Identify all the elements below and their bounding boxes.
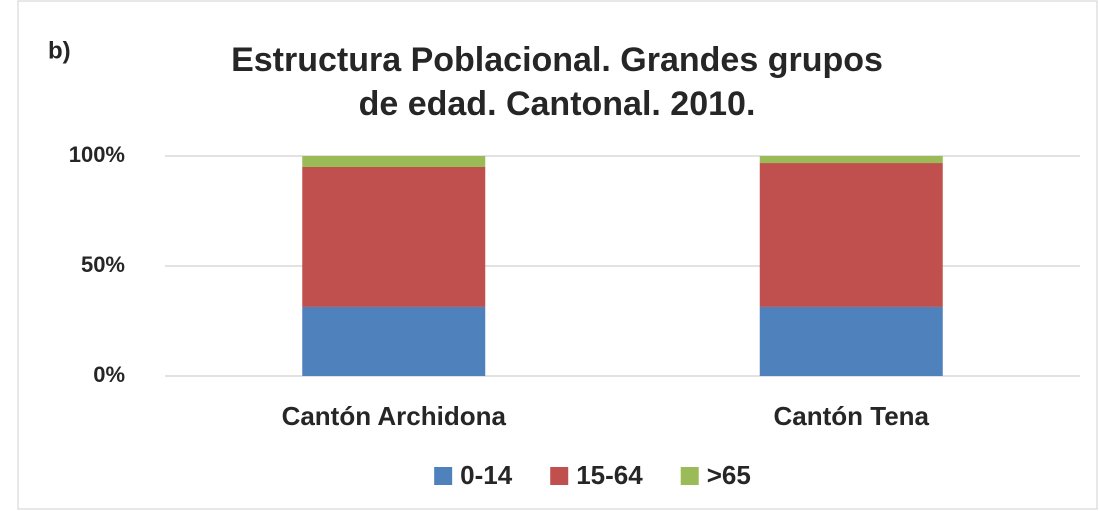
bar-segment: [302, 167, 486, 307]
legend-label: 15-64: [576, 460, 643, 490]
x-tick-label: Cantón Tena: [773, 401, 929, 431]
bar-segment: [759, 163, 943, 307]
x-tick-label: Cantón Archidona: [282, 401, 507, 431]
y-tick-label: 50%: [81, 252, 125, 277]
chart-title: Estructura Poblacional. Grandes grupos: [231, 41, 883, 79]
legend-swatch: [550, 467, 569, 485]
legend-swatch: [434, 467, 453, 485]
chart-frame: [17, 0, 1098, 510]
chart-title: de edad. Cantonal. 2010.: [359, 85, 756, 123]
legend-swatch: [680, 467, 699, 485]
legend-label: 0-14: [460, 460, 513, 490]
y-tick-label: 0%: [93, 362, 125, 387]
bar-segment: [759, 156, 943, 164]
bar-segment: [759, 306, 943, 376]
bar-segment: [302, 156, 486, 167]
y-tick-label: 100%: [69, 142, 125, 167]
panel-label: b): [48, 37, 71, 64]
legend-label: >65: [707, 460, 751, 490]
bar-segment: [302, 306, 486, 376]
